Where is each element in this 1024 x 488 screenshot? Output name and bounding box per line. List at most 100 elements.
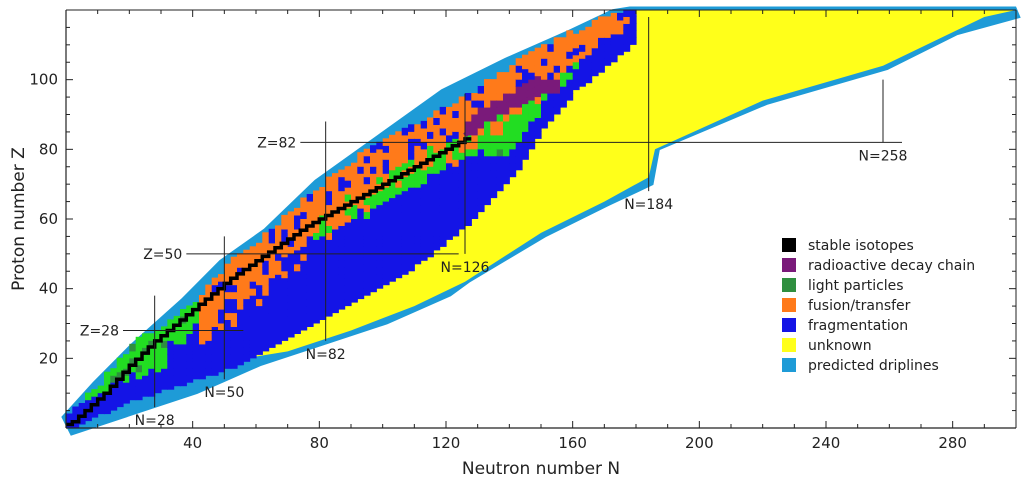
nuclide-cell <box>338 232 346 240</box>
nuclide-cell <box>287 246 295 254</box>
nuclide-cell <box>414 124 422 132</box>
nuclide-cell <box>452 145 460 153</box>
nuclide-cell <box>370 284 377 293</box>
nuclide-cell <box>420 232 428 240</box>
nuclide-cell <box>439 204 447 213</box>
nuclide-cell <box>281 277 289 286</box>
nuclide-cell <box>433 145 441 153</box>
nuclide-cell <box>579 65 586 73</box>
nuclide-cell <box>325 267 333 275</box>
nuclide-cell <box>218 329 225 338</box>
nuclide-cell <box>490 120 498 129</box>
nuclide-cell <box>281 256 289 265</box>
nuclide-cell <box>389 162 396 171</box>
nuclide-cell <box>205 305 213 314</box>
nuclide-cell <box>199 343 206 352</box>
nuclide-cell <box>490 100 498 108</box>
nuclide-cell <box>503 93 510 101</box>
nuclide-cell <box>629 9 637 17</box>
nuclide-cell <box>224 361 232 369</box>
nuclide-cell <box>585 26 593 35</box>
nuclide-cell <box>357 187 365 195</box>
nuclide-cell <box>382 201 390 209</box>
nuclide-cell <box>389 211 396 219</box>
nuclide-cell <box>439 162 447 171</box>
nuclide-cell <box>344 214 352 223</box>
nuclide-cell <box>465 183 472 192</box>
nuclide-cell <box>439 155 447 164</box>
nuclide-cell <box>344 263 352 272</box>
x-tick-label: 120 <box>432 434 461 452</box>
nuclide-cell <box>496 127 504 136</box>
nuclide-cell <box>503 176 510 185</box>
nuclide-cell <box>395 131 403 139</box>
nuclide-cell <box>401 176 409 185</box>
nuclide-cell <box>237 309 244 317</box>
nuclide-cell <box>408 235 415 244</box>
nuclide-cell <box>230 270 238 279</box>
nuclide-cell <box>598 37 605 45</box>
nuclide-cell <box>230 333 238 341</box>
nuclide-cell <box>465 190 472 199</box>
nuclide-cell <box>490 155 498 164</box>
nuclide-cell <box>116 385 124 394</box>
nuclide-cell <box>218 274 225 282</box>
nuclide-cell <box>287 211 295 219</box>
nuclide-cell <box>477 204 485 213</box>
nuclide-cell <box>351 239 358 247</box>
nuclide-cell <box>376 169 384 178</box>
legend-label-driplines: predicted driplines <box>808 358 939 374</box>
nuclide-cell <box>465 113 472 122</box>
nuclide-cell <box>294 326 301 334</box>
nuclide-cell <box>104 385 111 394</box>
nuclide-cell <box>560 100 567 108</box>
nuclide-cell <box>135 371 143 380</box>
nuclide-cell <box>395 201 403 209</box>
nuclide-cell <box>427 207 434 216</box>
nuclide-cell <box>332 277 339 286</box>
nuclide-cell <box>370 228 377 237</box>
nuclide-cell <box>351 211 358 219</box>
nuclide-cell <box>509 65 517 73</box>
nuclide-cell <box>338 176 346 185</box>
nuclide-cell <box>528 113 536 122</box>
nuclide-cell <box>566 93 574 101</box>
nuclide-cell <box>458 173 466 181</box>
nuclide-cell <box>230 277 238 286</box>
nuclide-cell <box>319 187 327 195</box>
nuclide-cell <box>572 82 580 91</box>
nuclide-cell <box>585 54 593 63</box>
nuclide-cell <box>477 176 485 185</box>
nuclide-cell <box>344 180 352 188</box>
nuclide-cell <box>319 194 327 202</box>
nuclide-cell <box>249 336 257 345</box>
nuclide-cell <box>256 347 263 355</box>
nuclide-cell <box>408 180 415 188</box>
nuclide-cell <box>496 169 504 178</box>
nuclide-cell <box>522 110 529 118</box>
nuclide-cell <box>243 333 251 341</box>
nuclide-cell <box>148 347 156 355</box>
nuclide-cell <box>306 291 314 300</box>
nuclide-cell <box>503 127 510 136</box>
nuclide-cell <box>370 270 377 279</box>
nuclide-cell <box>370 235 377 244</box>
nuclide-cell <box>167 333 175 341</box>
nuclide-cell <box>376 225 384 233</box>
nuclide-cell <box>395 145 403 153</box>
nuclide-cell <box>439 190 447 199</box>
nuclide-cell <box>617 40 624 49</box>
nuclide-cell <box>408 207 415 216</box>
nuclide-cell <box>351 288 358 296</box>
nuclide-cell <box>389 197 396 206</box>
nuclide-cell <box>591 33 599 42</box>
nuclide-cell <box>439 169 447 178</box>
nuclide-cell <box>224 319 232 327</box>
nuclide-cell <box>275 232 282 240</box>
nuclide-cell <box>389 148 396 157</box>
magic-label-n184: N=184 <box>624 197 673 213</box>
nuclide-cell <box>560 65 567 73</box>
nuclide-cell <box>332 180 339 188</box>
nuclide-cell <box>243 347 251 355</box>
nuclide-cell <box>338 211 346 219</box>
